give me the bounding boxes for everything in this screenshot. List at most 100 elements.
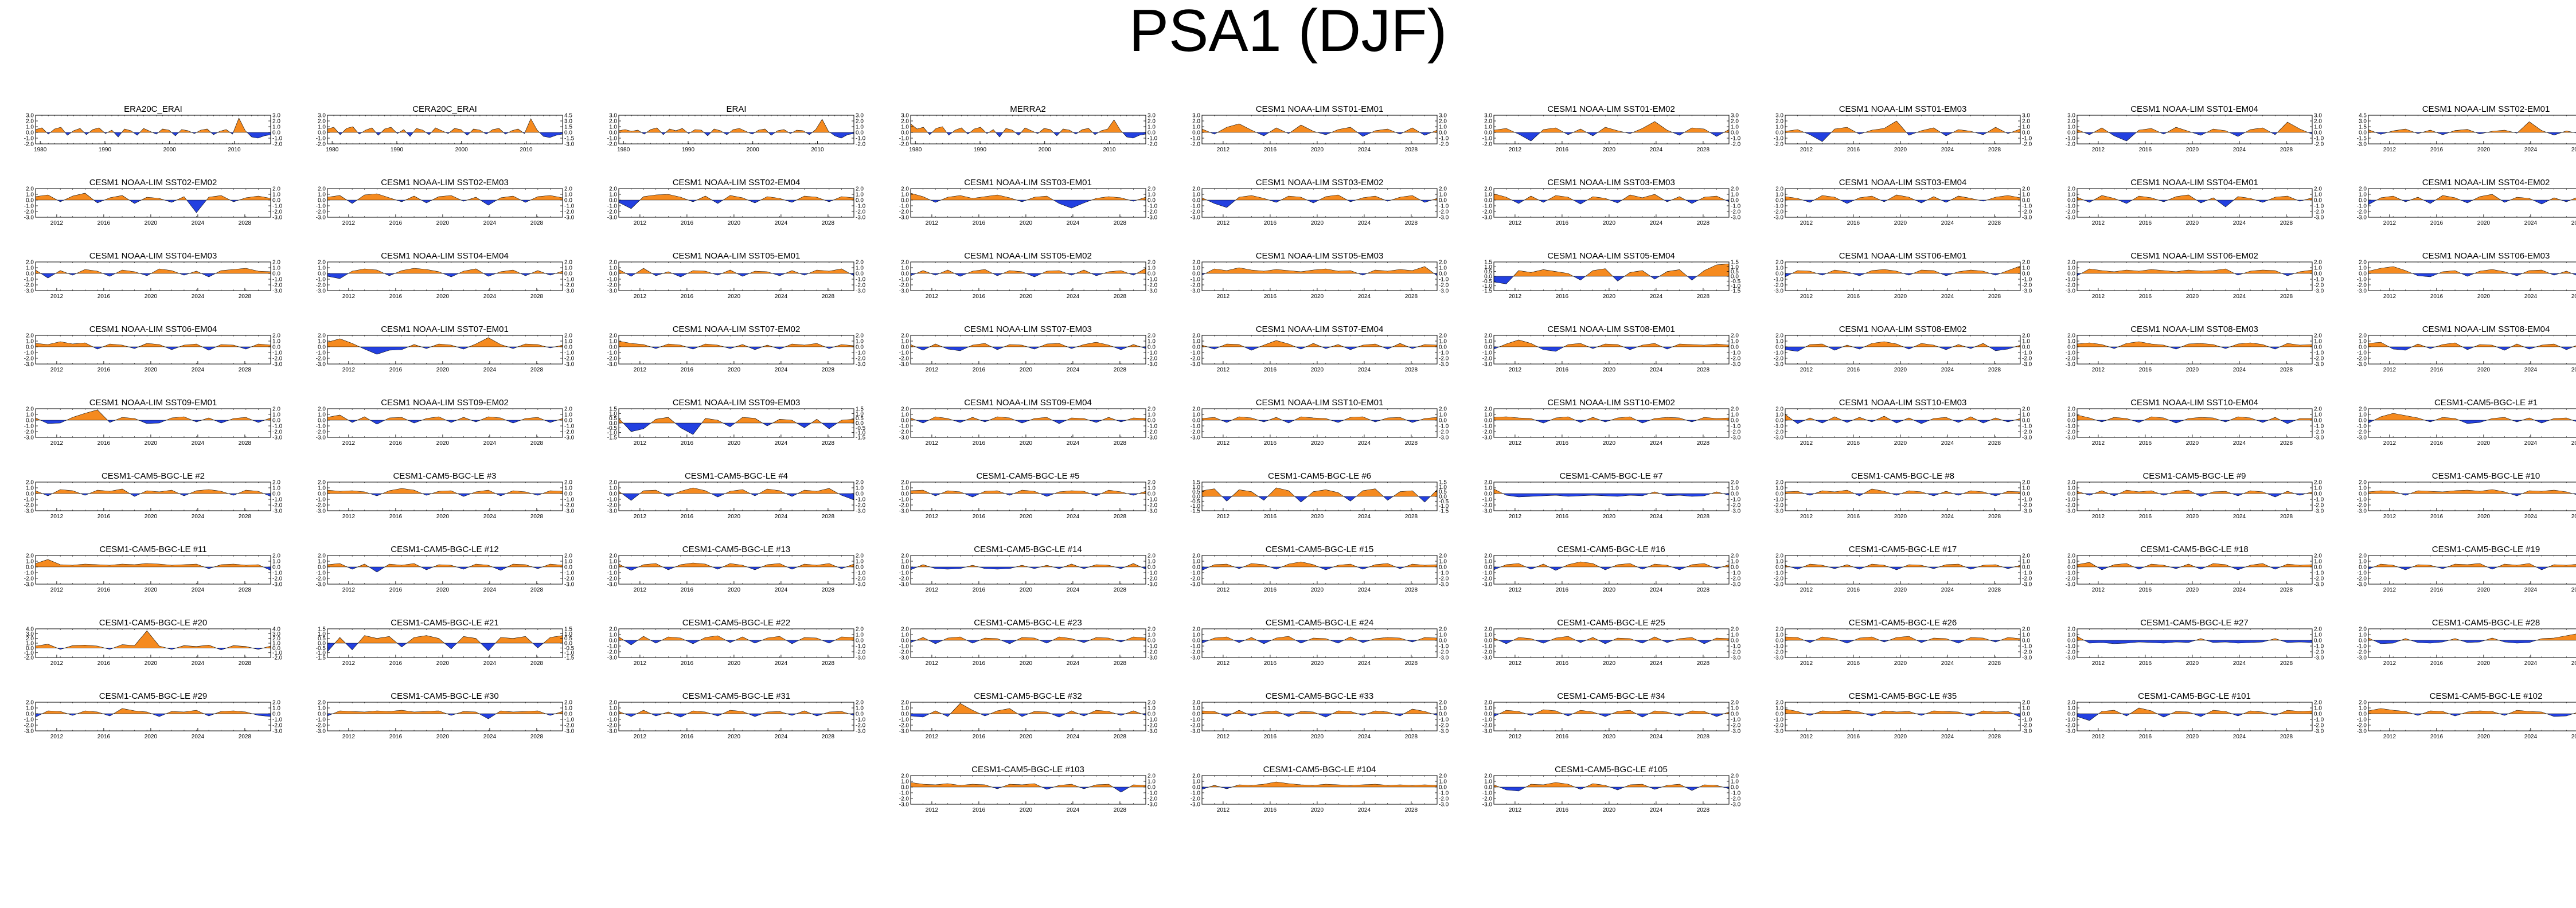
y-tick-label-left: -1.0 <box>899 277 909 283</box>
chart-panel: CESM1 NOAA-LIM SST02-EM01 4.5 3.0 1.5 0.0 -1.… <box>2351 105 2576 162</box>
y-tick-label-left: -2.0 <box>315 283 326 289</box>
x-tick-label: 2016 <box>389 367 402 373</box>
y-tick-label-right: 3.0 <box>856 113 864 119</box>
x-tick-label: 2024 <box>483 367 496 373</box>
y-tick-label-right: -1.0 <box>1148 277 1158 283</box>
y-tick-label-right: -1.0 <box>856 350 866 357</box>
y-tick-label-right: 1.0 <box>564 412 572 418</box>
chart-panel: CESM1 NOAA-LIM SST03-EM03 2.0 1.0 0.0 -1.0 -2… <box>1477 178 1746 236</box>
y-tick-label-right: -3.0 <box>856 288 866 295</box>
x-tick-label: 2010 <box>520 147 533 153</box>
x-tick-label: 2016 <box>1264 587 1277 593</box>
x-tick-label: 2020 <box>1311 587 1324 593</box>
y-tick-label-right: 1.0 <box>856 411 864 417</box>
panel-title: CESM1 NOAA-LIM SST08-EM01 <box>1547 324 1675 334</box>
x-tick-label: 2024 <box>192 440 205 447</box>
x-tick-label: 2028 <box>239 293 252 300</box>
y-tick-label-left: -2.0 <box>24 283 34 289</box>
y-tick-label-right: 0.0 <box>272 130 280 136</box>
x-tick-label: 2012 <box>925 514 938 520</box>
y-tick-label-left: 2.0 <box>1192 406 1200 413</box>
chart-panel: CESM1 NOAA-LIM SST10-EM01 2.0 1.0 0.0 -1.0 -2… <box>1185 398 1454 456</box>
y-tick-label-left: -0.5 <box>607 425 618 432</box>
y-tick-label-left: -3.0 <box>2065 435 2075 441</box>
x-tick-label: 2024 <box>1649 440 1662 447</box>
x-tick-label: 2024 <box>1941 367 1954 373</box>
x-tick-label: 2028 <box>530 440 543 447</box>
y-tick-label-left: 0.0 <box>609 345 617 351</box>
y-tick-label-left: 0.0 <box>901 418 909 424</box>
y-tick-label-right: -1.0 <box>1148 136 1158 142</box>
x-tick-label: 2020 <box>2185 220 2199 226</box>
y-tick-label-right: 2.0 <box>1731 480 1739 486</box>
negative-area <box>1202 273 1437 276</box>
x-tick-label: 2028 <box>1696 514 1709 520</box>
y-tick-label-left: 1.0 <box>1775 192 1783 198</box>
y-tick-label-left: 2.0 <box>2067 260 2075 266</box>
chart-panel: CESM1 NOAA-LIM SST05-EM04 1.5 1.0 0.5 0.0 -0.… <box>1477 252 1746 309</box>
y-tick-label-left: -1.0 <box>1482 203 1492 210</box>
y-tick-label-right: 2.0 <box>272 406 280 413</box>
y-tick-label-right: 1.0 <box>2022 339 2030 345</box>
y-tick-label-left: -1.0 <box>1191 136 1201 142</box>
y-tick-label-left: 1.0 <box>901 486 909 492</box>
x-tick-label: 2028 <box>1113 367 1126 373</box>
x-tick-label: 2028 <box>2571 514 2576 520</box>
plot-frame <box>1493 555 1729 585</box>
y-tick-label-left: -1.0 <box>1191 503 1201 510</box>
y-tick-label-right: -2.0 <box>564 503 575 509</box>
y-tick-label-right: -1.0 <box>2022 277 2032 283</box>
y-tick-label-left: -0.5 <box>1191 499 1201 505</box>
y-tick-label-right: 0.0 <box>564 198 572 204</box>
y-tick-label-right: 0.0 <box>2314 130 2322 136</box>
negative-area <box>1493 276 1729 284</box>
chart-panel: CESM1 NOAA-LIM SST06-EM03 2.0 1.0 0.0 -1.0 -2… <box>2351 252 2576 309</box>
x-tick-label: 2000 <box>163 147 177 153</box>
y-tick-label-left: 1.0 <box>1775 339 1783 345</box>
x-tick-label: 2020 <box>1602 367 1615 373</box>
x-tick-label: 2010 <box>1103 147 1116 153</box>
x-tick-label: 2024 <box>2232 514 2246 520</box>
x-tick-label: 2028 <box>2571 293 2576 300</box>
x-tick-label: 2012 <box>1800 514 1813 520</box>
y-tick-label-left: -2.0 <box>24 209 34 216</box>
y-tick-label-left: -1.0 <box>2357 277 2367 283</box>
panel-title: CESM1 NOAA-LIM SST02-EM02 <box>89 178 217 187</box>
y-tick-label-left: -1.0 <box>899 497 909 503</box>
chart-panel: CESM1 NOAA-LIM SST04-EM02 2.0 1.0 0.0 -1.0 -2… <box>2351 178 2576 236</box>
y-tick-label-left: -2.0 <box>1482 429 1492 436</box>
x-tick-label: 2016 <box>1847 514 1860 520</box>
plot-frame <box>910 482 1146 511</box>
x-tick-label: 2024 <box>2524 514 2538 520</box>
y-tick-label-right: 0.0 <box>856 345 864 351</box>
y-tick-label-right: 0.0 <box>1148 565 1156 571</box>
positive-area <box>2077 342 2312 347</box>
x-tick-label: 2016 <box>972 220 985 226</box>
y-tick-label-right: -2.0 <box>564 429 575 436</box>
negative-area <box>910 347 1146 351</box>
y-tick-label-left: 0.0 <box>1484 345 1492 351</box>
panel-title: CESM1-CAM5-BGC-LE #16 <box>1557 545 1665 554</box>
y-tick-label-left: 0.0 <box>2359 418 2367 424</box>
panel-title: CESM1 NOAA-LIM SST05-EM03 <box>1255 251 1384 261</box>
y-tick-label-right: 1.0 <box>272 124 280 131</box>
positive-area <box>36 559 271 567</box>
y-tick-label-left: 1.0 <box>1484 192 1492 198</box>
y-tick-label-left: -1.0 <box>315 424 326 430</box>
y-tick-label-left: 0.0 <box>2359 271 2367 277</box>
y-tick-label-left: -2.0 <box>2357 209 2367 216</box>
y-tick-label-right: 2.0 <box>1731 406 1739 413</box>
y-tick-label-right: -1.0 <box>2314 203 2324 210</box>
y-tick-label-right: 1.0 <box>2022 192 2030 198</box>
x-tick-label: 2012 <box>1508 147 1521 153</box>
y-tick-label-right: -1.0 <box>1439 424 1449 430</box>
y-tick-label-left: -3.0 <box>315 435 326 441</box>
y-tick-label-left: 2.0 <box>318 119 326 125</box>
y-tick-label-right: -1.0 <box>272 424 283 430</box>
chart-panel: CESM1 NOAA-LIM SST01-EM02 3.0 2.0 1.0 0.0 -1.… <box>1477 105 1746 162</box>
y-tick-label-right: -2.0 <box>1148 429 1158 436</box>
y-tick-label-left: -3.0 <box>1191 288 1201 295</box>
x-tick-label: 1990 <box>390 147 403 153</box>
y-tick-label-left: -2.0 <box>1482 142 1492 148</box>
y-tick-label-right: -1.0 <box>2314 350 2324 357</box>
